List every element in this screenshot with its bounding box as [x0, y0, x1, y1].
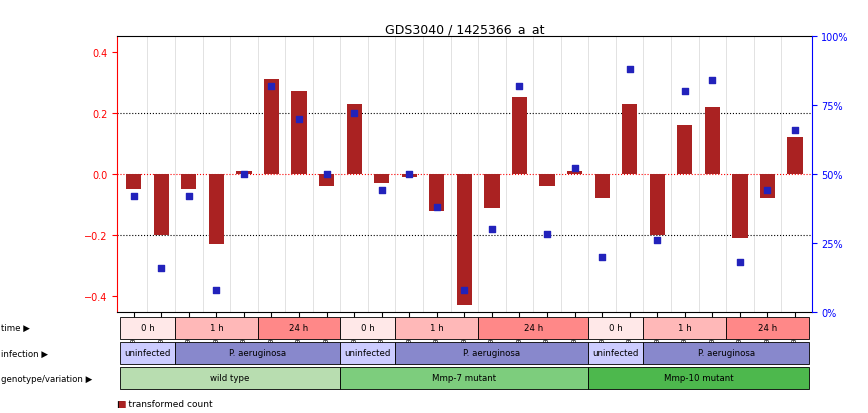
- Bar: [457, 174, 472, 306]
- Bar: [120, 367, 340, 389]
- Point: [485, 226, 499, 233]
- Bar: [374, 174, 389, 184]
- Text: uninfected: uninfected: [124, 348, 171, 357]
- Bar: [120, 317, 175, 339]
- Text: 24 h: 24 h: [289, 323, 309, 332]
- Text: 0 h: 0 h: [361, 323, 375, 332]
- Text: P. aeruginosa: P. aeruginosa: [464, 348, 521, 357]
- Bar: [760, 174, 775, 199]
- Bar: [643, 342, 809, 364]
- Text: genotype/variation ▶: genotype/variation ▶: [1, 374, 95, 383]
- Point: [209, 287, 223, 293]
- Bar: [430, 174, 444, 211]
- Text: ■: ■: [117, 399, 126, 408]
- Point: [265, 83, 279, 90]
- Point: [568, 166, 582, 172]
- Text: uninfected: uninfected: [593, 348, 639, 357]
- Text: 0 h: 0 h: [609, 323, 623, 332]
- Bar: [154, 174, 169, 235]
- Bar: [340, 317, 396, 339]
- Title: GDS3040 / 1425366_a_at: GDS3040 / 1425366_a_at: [385, 23, 544, 36]
- Bar: [258, 317, 340, 339]
- Bar: [126, 174, 141, 190]
- Point: [430, 204, 444, 211]
- Text: P. aeruginosa: P. aeruginosa: [229, 348, 286, 357]
- Text: infection ▶: infection ▶: [1, 349, 50, 358]
- Point: [319, 171, 333, 178]
- Bar: [181, 174, 196, 190]
- Bar: [478, 317, 589, 339]
- Bar: [643, 317, 727, 339]
- Text: 24 h: 24 h: [758, 323, 777, 332]
- Bar: [236, 171, 252, 174]
- Bar: [402, 174, 417, 178]
- Bar: [622, 104, 637, 174]
- Bar: [727, 317, 809, 339]
- Point: [733, 259, 746, 266]
- Bar: [175, 342, 340, 364]
- Text: ■ transformed count: ■ transformed count: [117, 399, 213, 408]
- Bar: [567, 171, 582, 174]
- Point: [375, 188, 389, 194]
- Bar: [292, 92, 306, 174]
- Text: uninfected: uninfected: [345, 348, 391, 357]
- Bar: [787, 138, 803, 174]
- Bar: [705, 107, 720, 174]
- Bar: [340, 342, 396, 364]
- Bar: [589, 342, 643, 364]
- Bar: [589, 367, 809, 389]
- Text: P. aeruginosa: P. aeruginosa: [698, 348, 754, 357]
- Point: [706, 78, 720, 84]
- Text: 1 h: 1 h: [678, 323, 692, 332]
- Point: [127, 193, 141, 200]
- Text: 1 h: 1 h: [209, 323, 223, 332]
- Text: 24 h: 24 h: [523, 323, 542, 332]
- Bar: [733, 174, 747, 239]
- Point: [678, 89, 692, 95]
- Bar: [340, 367, 589, 389]
- Bar: [175, 317, 258, 339]
- Bar: [540, 174, 555, 187]
- Point: [237, 171, 251, 178]
- Point: [650, 237, 664, 244]
- Bar: [512, 98, 527, 174]
- Bar: [649, 174, 665, 235]
- Point: [760, 188, 774, 194]
- Point: [595, 254, 609, 260]
- Bar: [209, 174, 224, 244]
- Point: [182, 193, 196, 200]
- Point: [403, 171, 417, 178]
- Point: [788, 127, 802, 134]
- Bar: [264, 80, 279, 174]
- Text: 1 h: 1 h: [430, 323, 444, 332]
- Bar: [589, 317, 643, 339]
- Point: [293, 116, 306, 123]
- Bar: [595, 174, 609, 199]
- Bar: [484, 174, 499, 208]
- Bar: [396, 342, 589, 364]
- Text: wild type: wild type: [210, 373, 250, 382]
- Point: [622, 67, 636, 74]
- Point: [347, 111, 361, 117]
- Text: time ▶: time ▶: [1, 323, 32, 332]
- Text: Mmp-7 mutant: Mmp-7 mutant: [432, 373, 496, 382]
- Point: [457, 287, 471, 293]
- Bar: [677, 126, 693, 174]
- Bar: [346, 104, 362, 174]
- Bar: [120, 342, 175, 364]
- Text: 0 h: 0 h: [141, 323, 155, 332]
- Text: Mmp-10 mutant: Mmp-10 mutant: [664, 373, 733, 382]
- Point: [155, 265, 168, 271]
- Point: [540, 232, 554, 238]
- Bar: [319, 174, 334, 187]
- Bar: [396, 317, 478, 339]
- Point: [512, 83, 526, 90]
